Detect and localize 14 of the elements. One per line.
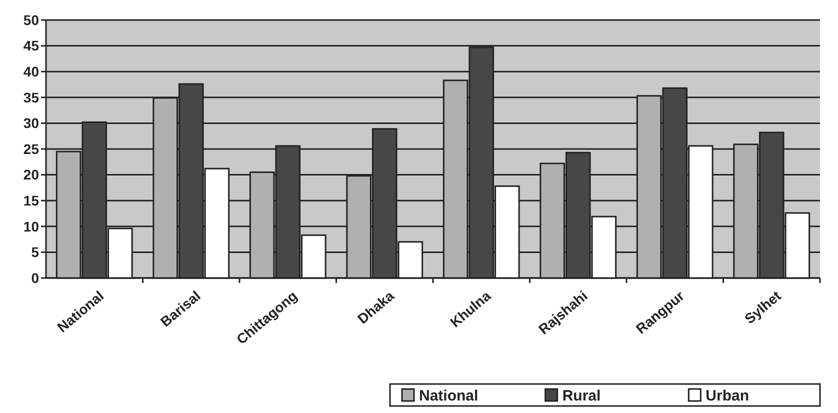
- y-tick-label: 0: [31, 270, 40, 286]
- y-tick-label: 30: [23, 115, 40, 132]
- y-tick-label: 50: [23, 12, 40, 28]
- y-tick-label: 45: [23, 38, 40, 54]
- y-tick-label: 10: [23, 218, 40, 234]
- y-tick-label: 25: [23, 140, 40, 157]
- legend-label: Urban: [706, 387, 750, 404]
- legend-label: National: [419, 387, 478, 404]
- y-tick-label: 40: [23, 64, 40, 80]
- legend-label: Rural: [562, 387, 601, 404]
- y-tick-label: 35: [23, 89, 40, 106]
- y-tick-label: 15: [23, 192, 40, 208]
- y-tick-label: 20: [23, 166, 40, 183]
- y-tick-label: 5: [31, 244, 40, 260]
